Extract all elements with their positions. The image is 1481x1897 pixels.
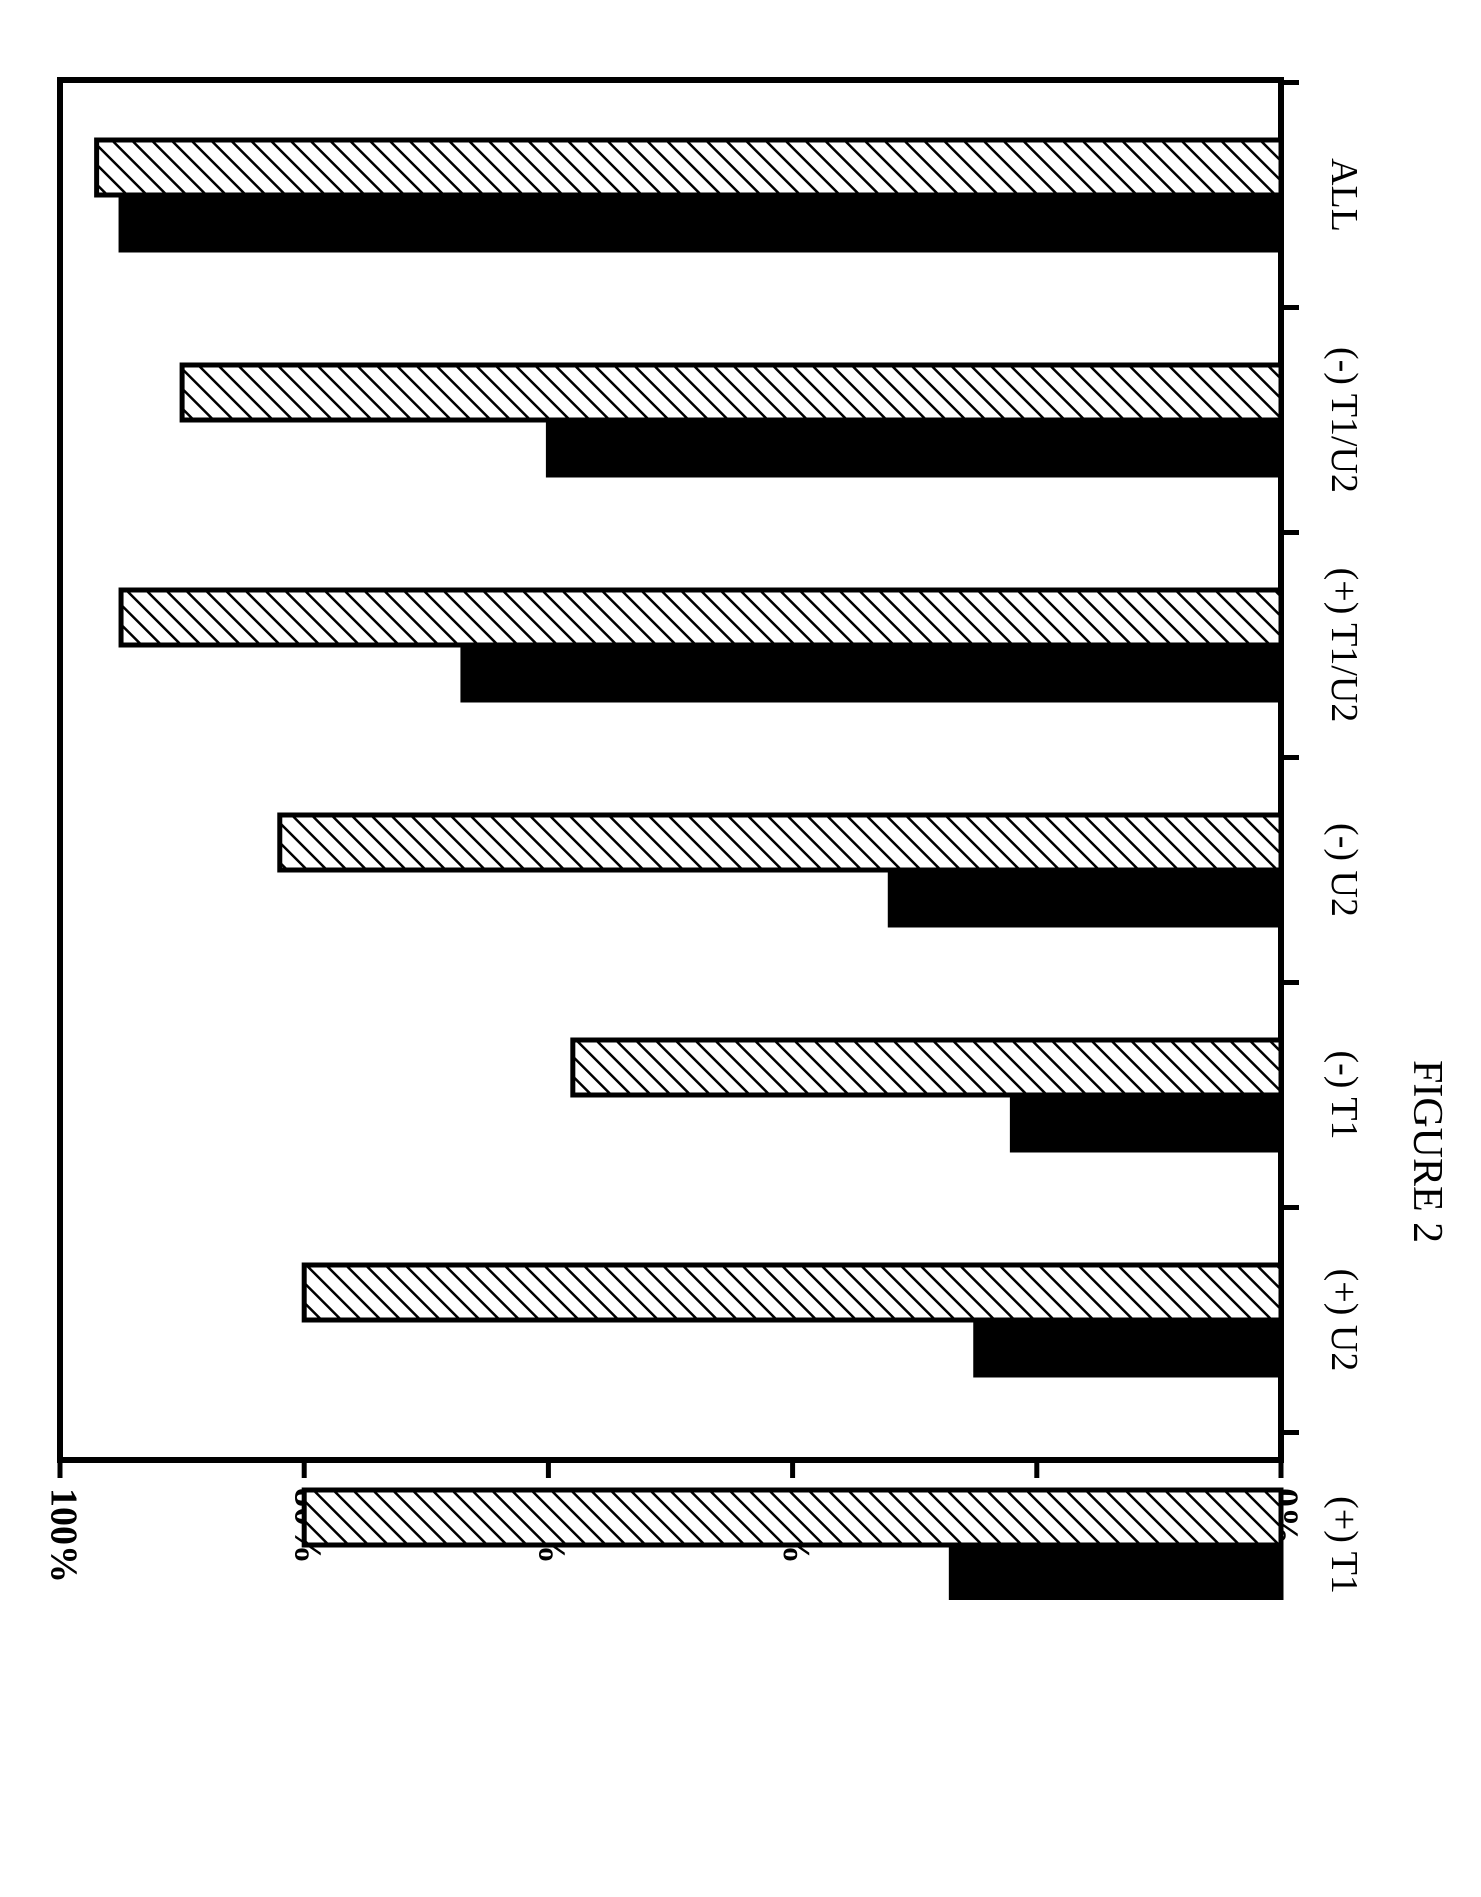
category-label: (+) T1/U2 [1323, 568, 1365, 723]
figure-caption: FIGURE 2 [1403, 1060, 1451, 1243]
category-label: (+) T1 [1323, 1496, 1365, 1594]
figure-stage: 0%20%40%60%80%100%ALL(-) T1/U2(+) T1/U2(… [0, 0, 1481, 1897]
solid-bar [548, 420, 1281, 475]
hatched-bar [121, 590, 1281, 645]
category-label: (-) U2 [1323, 823, 1365, 917]
hatched-bar [97, 140, 1281, 195]
hatched-bar [304, 1490, 1281, 1545]
solid-bar [976, 1320, 1281, 1375]
grouped-bar-chart: 0%20%40%60%80%100%ALL(-) T1/U2(+) T1/U2(… [0, 0, 1481, 1600]
solid-bar [890, 870, 1281, 925]
y-axis-tick-label: 100% [42, 1488, 84, 1583]
hatched-bar [304, 1265, 1281, 1320]
solid-bar [463, 645, 1281, 700]
category-label: ALL [1323, 158, 1365, 232]
category-label: (-) T1/U2 [1323, 347, 1365, 493]
hatched-bar [573, 1040, 1281, 1095]
category-label: (+) U2 [1323, 1269, 1365, 1372]
solid-bar [121, 195, 1281, 250]
solid-bar [1012, 1095, 1281, 1150]
solid-bar [951, 1545, 1281, 1600]
hatched-bar [280, 815, 1281, 870]
category-label: (-) T1 [1323, 1051, 1365, 1140]
hatched-bar [182, 365, 1281, 420]
